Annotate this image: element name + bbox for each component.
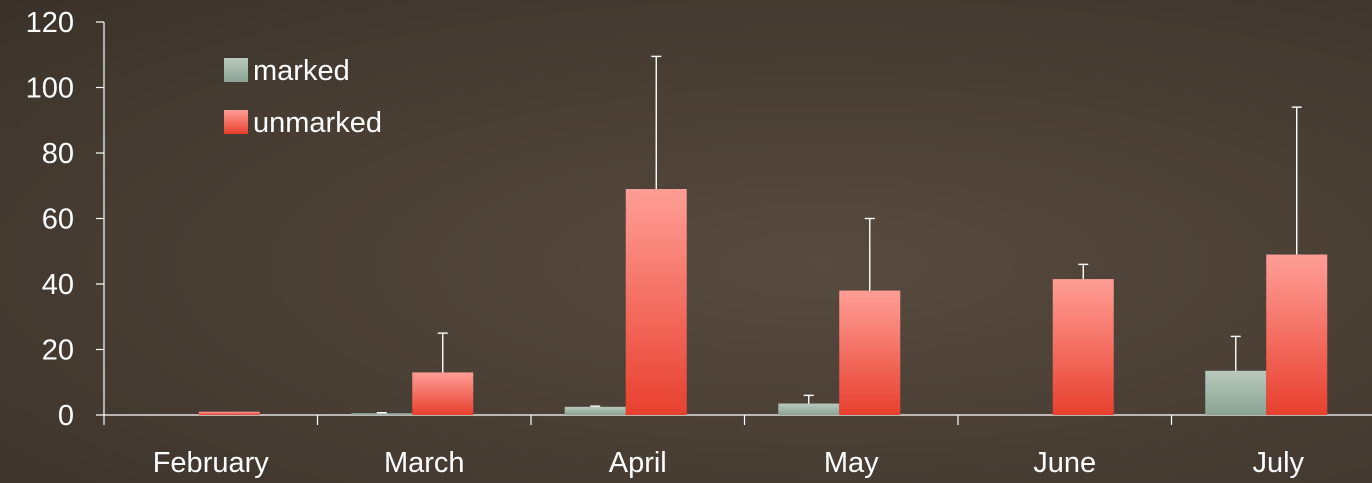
bar-unmarked-june bbox=[1052, 279, 1114, 415]
legend-swatch-marked bbox=[224, 58, 248, 82]
x-tick-label: May bbox=[824, 447, 879, 479]
bar-unmarked-july bbox=[1266, 254, 1328, 415]
legend-swatch-unmarked bbox=[224, 110, 248, 134]
bar-unmarked-march bbox=[412, 372, 474, 415]
bar-unmarked-may bbox=[839, 290, 901, 415]
bars-group bbox=[198, 189, 1328, 415]
y-tick-label: 100 bbox=[26, 73, 74, 105]
bar-marked-july bbox=[1205, 370, 1267, 415]
legend: marked unmarked bbox=[224, 55, 382, 139]
x-axis: February March April May June July bbox=[103, 414, 1372, 479]
bar-marked-march bbox=[351, 413, 413, 415]
x-tick-label: February bbox=[153, 447, 270, 479]
bar-marked-may bbox=[778, 403, 840, 415]
legend-label-marked: marked bbox=[253, 55, 350, 87]
x-tick-label: July bbox=[1252, 447, 1304, 479]
bar-marked-april bbox=[564, 406, 626, 415]
y-axis: 0 20 40 60 80 100 120 bbox=[26, 7, 105, 432]
bar-unmarked-april bbox=[625, 189, 687, 415]
x-tick-label: March bbox=[384, 447, 465, 479]
legend-label-unmarked: unmarked bbox=[253, 107, 382, 139]
x-tick-label: June bbox=[1033, 447, 1096, 479]
bar-unmarked-february bbox=[198, 411, 260, 415]
y-tick-label: 20 bbox=[42, 335, 74, 367]
error-bars-group bbox=[376, 55, 1302, 414]
y-tick-label: 60 bbox=[42, 204, 74, 236]
y-tick-label: 0 bbox=[58, 400, 74, 432]
y-tick-label: 120 bbox=[26, 7, 74, 39]
x-tick-label: April bbox=[609, 447, 667, 479]
y-tick-label: 40 bbox=[42, 269, 74, 301]
y-tick-label: 80 bbox=[42, 138, 74, 170]
